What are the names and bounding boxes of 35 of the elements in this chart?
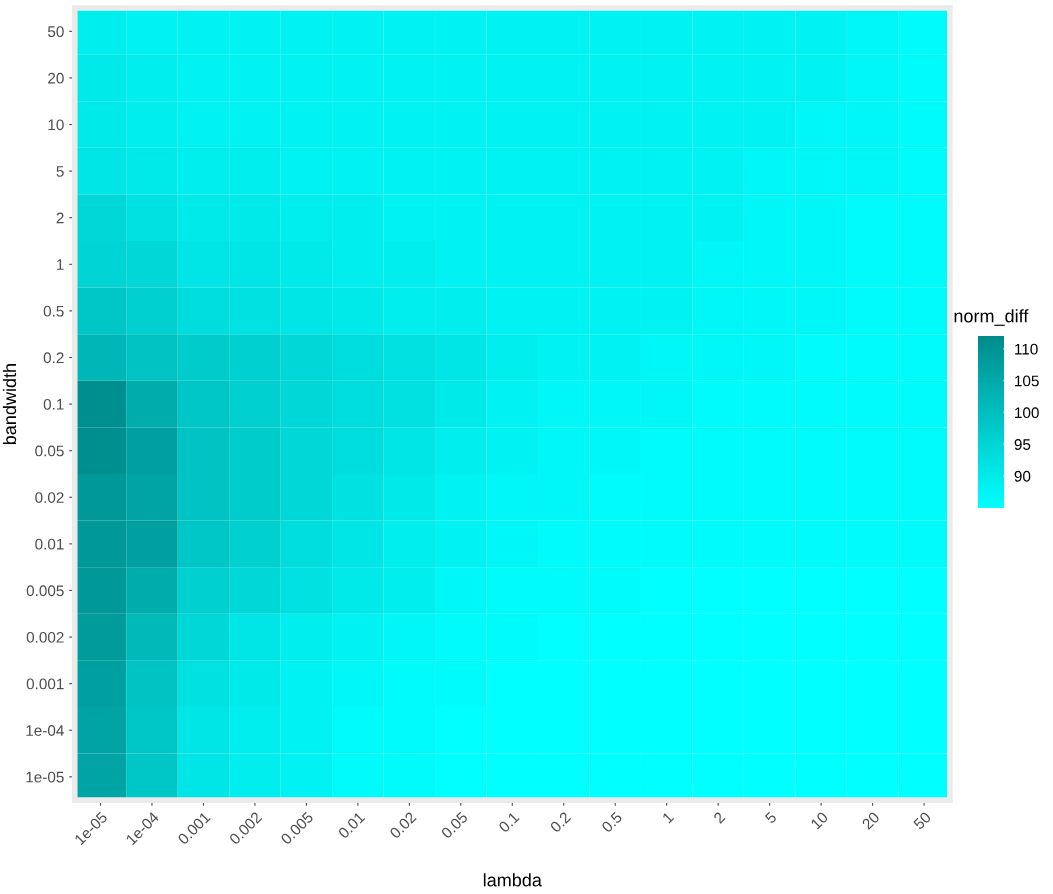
y-tick-label: 20 bbox=[48, 72, 64, 84]
x-tick-label: 50 bbox=[912, 811, 932, 831]
y-tick-label: 0.005 bbox=[26, 585, 64, 597]
x-tick-label: 5 bbox=[764, 811, 778, 825]
x-tick-label: 0.2 bbox=[549, 811, 572, 834]
y-tick-label: 0.2 bbox=[43, 352, 64, 364]
x-tick-label: 1 bbox=[661, 811, 675, 824]
y-axis-title: bandwidth bbox=[2, 364, 17, 445]
x-tick-label: 0.01 bbox=[337, 811, 366, 840]
y-tick-label: 0.05 bbox=[35, 445, 64, 457]
y-tick-label: 2 bbox=[56, 212, 64, 224]
y-tick-label: 0.1 bbox=[43, 398, 64, 410]
color-bar-label: 100 bbox=[1015, 407, 1039, 419]
y-tick-label: 1 bbox=[57, 259, 64, 270]
x-tick-label: 10 bbox=[810, 811, 829, 830]
y-tick-label: 10 bbox=[48, 119, 64, 131]
y-tick-label: 1e-05 bbox=[26, 771, 64, 783]
color-bar-title: norm_diff bbox=[954, 309, 1029, 326]
y-tick-label: 0.01 bbox=[35, 538, 64, 550]
y-tick-label: 50 bbox=[47, 26, 64, 38]
x-tick-label: 2 bbox=[713, 811, 726, 824]
color-bar-label: 90 bbox=[1014, 470, 1031, 482]
y-tick-label: 0.001 bbox=[26, 678, 64, 690]
x-tick-label: 0.5 bbox=[600, 811, 623, 834]
color-bar-label: 110 bbox=[1015, 343, 1038, 355]
y-tick-label: 0.5 bbox=[43, 305, 64, 317]
x-tick-label: 0.1 bbox=[497, 811, 520, 834]
color-bar-label: 105 bbox=[1015, 375, 1039, 387]
y-tick-label: 1e-04 bbox=[26, 725, 64, 736]
y-tick-label: 5 bbox=[56, 166, 64, 177]
x-tick-label: 20 bbox=[861, 811, 881, 830]
y-tick-label: 0.002 bbox=[26, 631, 64, 643]
y-tick-label: 0.02 bbox=[35, 492, 64, 503]
x-axis-title: lambda bbox=[483, 873, 542, 887]
color-bar-label: 95 bbox=[1014, 439, 1031, 450]
